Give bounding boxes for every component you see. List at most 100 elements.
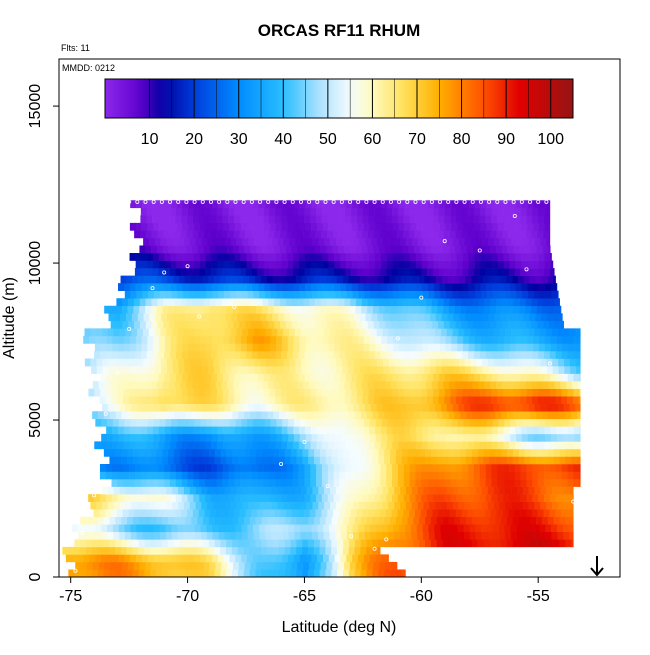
heatmap-cell [240, 494, 247, 502]
heatmap-cell [143, 358, 150, 367]
heatmap-cell [407, 411, 414, 420]
heatmap-cell [496, 298, 503, 307]
heatmap-cell [182, 418, 190, 427]
heatmap-cell [505, 237, 512, 246]
heatmap-cell [255, 569, 262, 577]
heatmap-cell [536, 381, 544, 389]
heatmap-cell [311, 200, 318, 209]
heatmap-cell [353, 237, 360, 246]
heatmap-cell [216, 268, 223, 276]
heatmap-cell [438, 268, 445, 276]
track-point [241, 199, 246, 204]
heatmap-cell [286, 350, 294, 359]
heatmap-cell [427, 253, 434, 261]
heatmap-cell [275, 268, 282, 276]
heatmap-cell [504, 290, 511, 299]
heatmap-cell [245, 509, 252, 518]
heatmap-cell [161, 313, 168, 322]
heatmap-cell [380, 463, 387, 472]
heatmap-cell [163, 396, 170, 405]
heatmap-cell [446, 290, 453, 299]
heatmap-cell [571, 448, 578, 457]
heatmap-cell [327, 215, 334, 224]
heatmap-cell [156, 456, 163, 465]
heatmap-cell [211, 426, 218, 435]
heatmap-cell [180, 320, 187, 329]
heatmap-cell [345, 373, 352, 382]
heatmap-cell [495, 516, 502, 525]
heatmap-cell [192, 298, 199, 307]
heatmap-cell [521, 433, 529, 442]
heatmap-cell [151, 320, 158, 329]
heatmap-cell [238, 561, 246, 570]
heatmap-cell [559, 539, 566, 548]
heatmap-cell [327, 479, 334, 487]
track-point [258, 199, 263, 204]
heatmap-cell [200, 335, 207, 344]
heatmap-cell [217, 343, 224, 352]
heatmap-cell [144, 516, 151, 525]
heatmap-cell [549, 494, 556, 502]
heatmap-cell [261, 305, 269, 314]
heatmap-cell [496, 509, 503, 518]
heatmap-cell [417, 403, 424, 412]
heatmap-cell [357, 260, 364, 269]
heatmap-cell [435, 501, 442, 510]
heatmap-cell [95, 554, 102, 563]
heatmap-cell [416, 200, 423, 209]
heatmap-cell [327, 350, 334, 359]
heatmap-cell [457, 433, 464, 442]
heatmap-cell [172, 501, 179, 510]
heatmap-cell [357, 471, 364, 480]
heatmap-cell [349, 245, 356, 254]
heatmap-cell [423, 403, 430, 412]
heatmap-cell [281, 260, 288, 269]
heatmap-cell [376, 403, 383, 412]
heatmap-cell [208, 275, 215, 284]
heatmap-cell [544, 283, 551, 291]
heatmap-cell [129, 426, 136, 435]
heatmap-cell [362, 230, 369, 239]
heatmap-cell [320, 298, 328, 307]
heatmap-cell [144, 411, 151, 420]
heatmap-cell [360, 411, 368, 420]
heatmap-cell [475, 418, 482, 427]
heatmap-cell [458, 328, 465, 337]
heatmap-cell [387, 290, 394, 299]
heatmap-cell [546, 313, 553, 322]
heatmap-cell [482, 237, 489, 246]
heatmap-cell [139, 381, 146, 389]
heatmap-cell [133, 411, 140, 420]
heatmap-cell [218, 433, 225, 442]
heatmap-cell [207, 403, 214, 412]
heatmap-cell [474, 388, 481, 397]
heatmap-cell [559, 411, 566, 420]
heatmap-cell [319, 569, 326, 577]
heatmap-cell [303, 298, 310, 307]
heatmap-cell [388, 486, 395, 495]
heatmap-cell [126, 313, 133, 322]
heatmap-cell [388, 313, 396, 322]
heatmap-cell [308, 539, 315, 548]
heatmap-cell [275, 388, 282, 397]
heatmap-cell [364, 328, 372, 337]
heatmap-cell [169, 268, 177, 276]
heatmap-cell [493, 403, 500, 412]
heatmap-cell [356, 230, 363, 239]
heatmap-cell [538, 388, 545, 397]
heatmap-cell [313, 366, 320, 374]
heatmap-cell [347, 237, 354, 246]
heatmap-cell [572, 509, 574, 518]
heatmap-cell [555, 479, 562, 487]
heatmap-cell [193, 463, 200, 472]
heatmap-cell [550, 426, 557, 435]
heatmap-cell [102, 358, 109, 367]
heatmap-cell [114, 546, 122, 555]
heatmap-cell [197, 516, 204, 525]
heatmap-cell [538, 463, 545, 472]
heatmap-cell [256, 230, 263, 239]
heatmap-cell [395, 456, 402, 465]
heatmap-cell [264, 283, 271, 291]
heatmap-cell [305, 200, 312, 209]
heatmap-cell [189, 531, 196, 540]
